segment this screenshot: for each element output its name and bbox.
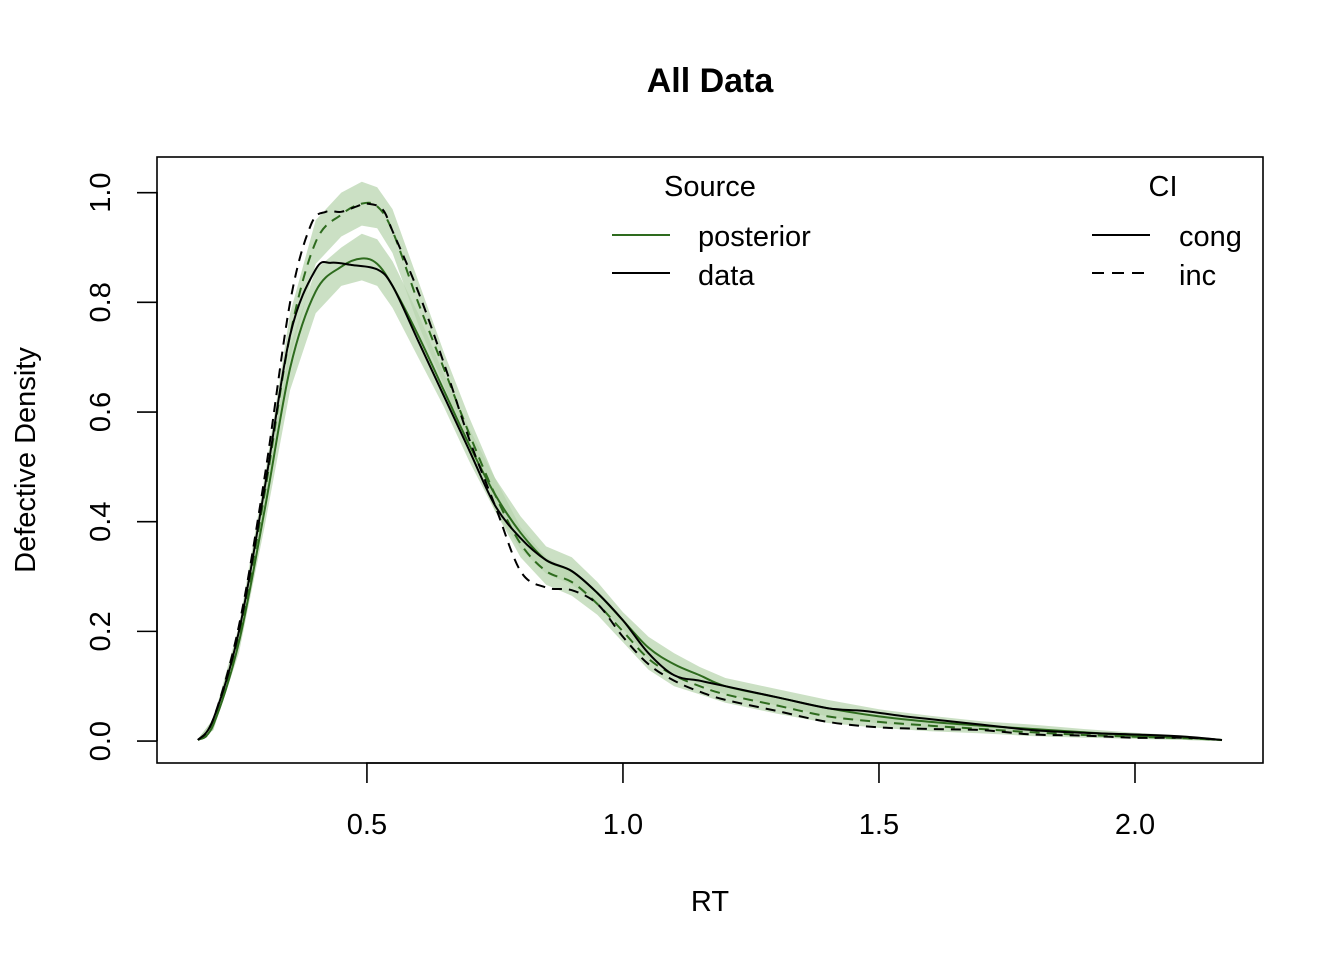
legend-source-title: Source [664,171,756,203]
x-tick-label-2: 1.5 [859,809,899,841]
legend-ci: CI cong inc [1092,171,1242,292]
density-lines [197,201,1223,741]
x-tick-label-0: 0.5 [347,809,387,841]
series-posterior-inc [197,201,1223,741]
y-tick-label-2: 0.4 [85,502,117,542]
chart-title: All Data [647,62,775,100]
legend-inc-label: inc [1179,260,1216,292]
y-tick-label-4: 0.8 [85,282,117,322]
y-tick-label-5: 1.0 [85,172,117,212]
x-tick-label-3: 2.0 [1115,809,1155,841]
y-tick-label-3: 0.6 [85,392,117,432]
series-data-cong [197,260,1223,741]
x-axis: 0.5 1.0 1.5 2.0 [347,762,1155,841]
legend-source: Source posterior data [612,171,811,292]
x-axis-title: RT [691,886,729,918]
legend-ci-title: CI [1149,171,1178,203]
legend-data-label: data [698,260,755,292]
series-data-inc [197,202,1223,741]
y-tick-label-0: 0.0 [85,721,117,761]
legend-cong-label: cong [1179,221,1242,253]
series-posterior-cong [197,257,1223,741]
y-tick-label-1: 0.2 [85,611,117,651]
x-tick-label-1: 1.0 [603,809,643,841]
y-axis: 0.0 0.2 0.4 0.6 0.8 1.0 [85,172,158,761]
ci-band-cong [198,233,1222,742]
y-axis-title: Defective Density [10,347,42,573]
legend-posterior-label: posterior [698,221,811,253]
